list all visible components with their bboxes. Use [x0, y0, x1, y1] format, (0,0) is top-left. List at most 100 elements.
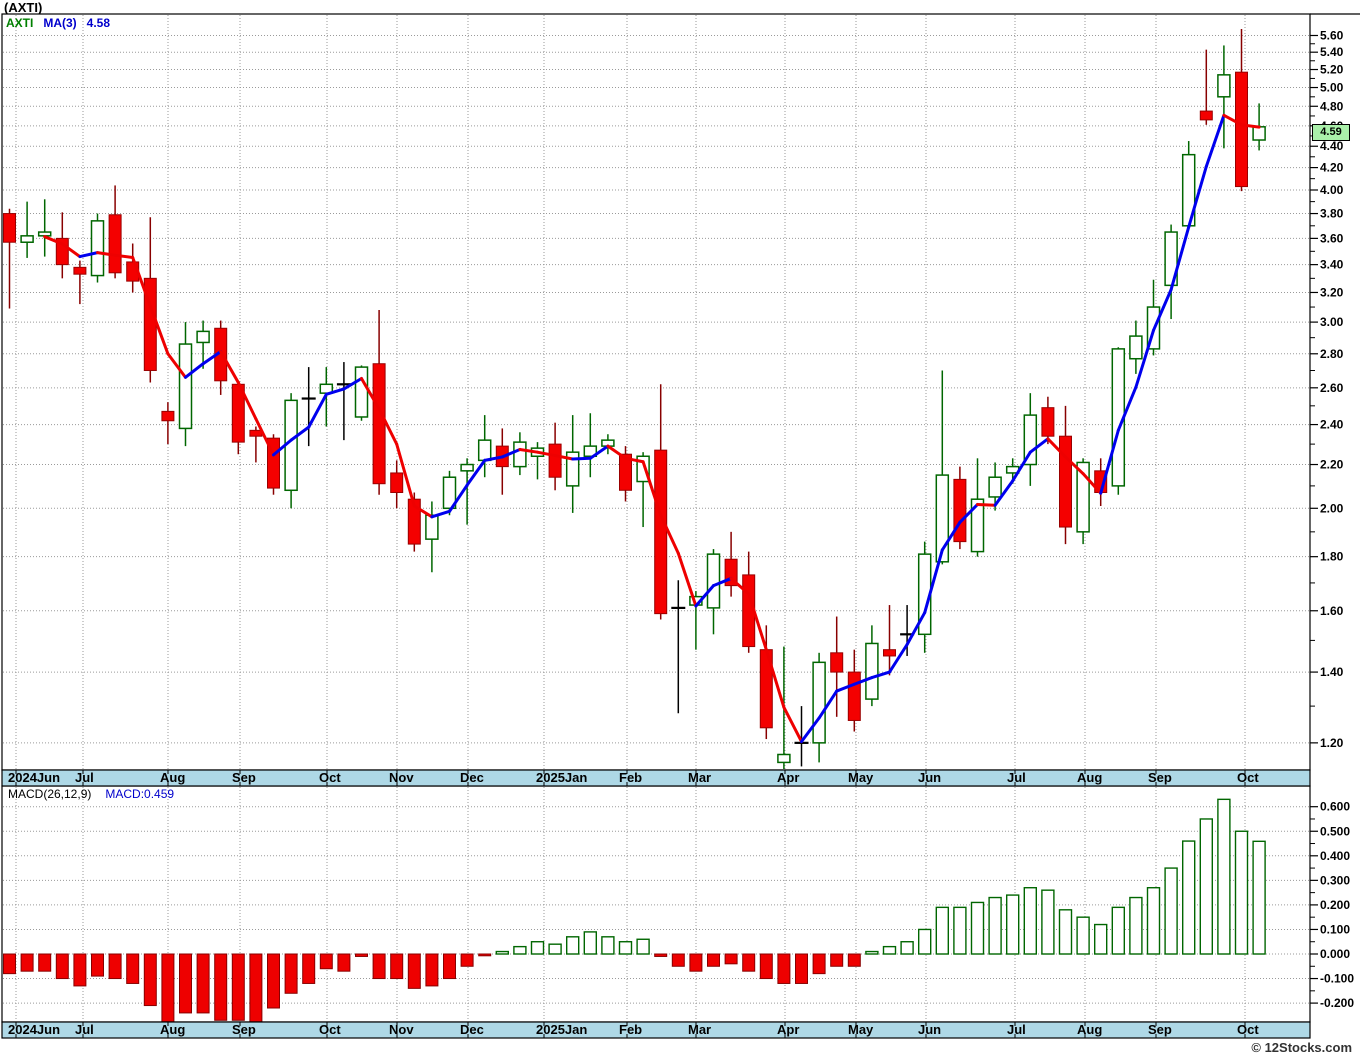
month-label: Apr	[777, 770, 799, 785]
month-label: May	[848, 770, 874, 785]
macd-bar-negative	[267, 953, 280, 1009]
candle-body-down	[390, 472, 404, 493]
macd-bar-positive	[1199, 818, 1214, 955]
macd-bar-negative	[231, 953, 245, 1021]
candle-body-up	[935, 474, 950, 563]
macd-bar-positive	[513, 945, 527, 955]
month-label: Mar	[688, 770, 711, 785]
ma3-segment	[1152, 288, 1173, 332]
candle-body-up	[1217, 74, 1231, 98]
macd-bar-negative	[355, 953, 368, 957]
ma3-segment	[624, 456, 645, 464]
candle-body-up	[812, 661, 826, 744]
price-tick-label: 2.60	[1320, 381, 1344, 395]
month-label: Jul	[75, 770, 94, 785]
month-label: Oct	[319, 770, 341, 785]
month-label: Oct	[319, 1022, 341, 1037]
ma-value: 4.58	[86, 16, 111, 30]
price-tick-label: 5.00	[1320, 81, 1344, 95]
macd-bar-positive	[1111, 906, 1126, 955]
month-label: Sep	[232, 1022, 256, 1037]
candle-body-up	[513, 441, 527, 468]
macd-bar-positive	[601, 936, 615, 955]
ma3-segment	[465, 458, 487, 487]
month-label: Dec	[460, 1022, 484, 1037]
month-strip-lower	[1, 1021, 1311, 1039]
macd-tick-label: 0.500	[1320, 824, 1350, 838]
candle-body-up	[1023, 414, 1038, 466]
macd-bar-positive	[935, 906, 949, 955]
ma3-segment	[184, 362, 205, 379]
macd-bar-positive	[865, 950, 879, 955]
ma3-segment	[166, 352, 187, 379]
macd-bar-negative	[777, 953, 791, 984]
price-tick-label: 3.60	[1320, 231, 1344, 245]
macd-bar-negative	[91, 953, 104, 977]
month-label: Jun	[918, 770, 941, 785]
macd-bar-negative	[759, 953, 773, 980]
macd-bar-positive	[900, 941, 914, 955]
month-label: Apr	[777, 1022, 799, 1037]
ma3-segment	[764, 648, 786, 709]
macd-bar-negative	[460, 953, 474, 967]
ma3-segment	[817, 689, 839, 720]
price-tick-label: 4.00	[1320, 183, 1344, 197]
price-tick-label: 4.20	[1320, 161, 1344, 175]
macd-tick-label: 0.300	[1320, 873, 1350, 887]
ma3-segment	[888, 642, 909, 674]
month-label: Sep	[1148, 770, 1172, 785]
month-label: Oct	[1237, 770, 1259, 785]
candle-body-up	[20, 235, 34, 243]
candle-body-down	[548, 443, 562, 478]
macd-bar-negative	[689, 953, 703, 972]
candle-body-up	[477, 439, 492, 462]
ma3-segment	[606, 444, 627, 460]
ma3-segment	[1028, 437, 1050, 454]
ma3-segment	[1011, 450, 1032, 483]
price-tick-label: 3.20	[1320, 285, 1344, 299]
macd-bar-negative	[847, 953, 861, 967]
candle-body-up	[1076, 461, 1090, 533]
ma3-segment	[1064, 455, 1085, 476]
macd-bar-positive	[1181, 840, 1196, 955]
ma3-segment	[395, 442, 416, 508]
macd-bar-positive	[988, 896, 1002, 955]
macd-bar-negative	[707, 953, 720, 967]
ma3-segment	[536, 450, 557, 458]
macd-bar-negative	[390, 953, 404, 980]
candle-body-down	[249, 429, 263, 437]
ma3-segment	[852, 676, 874, 686]
macd-params-label: MACD(26,12,9)	[8, 787, 92, 801]
ma3-segment	[448, 483, 469, 513]
candle-body-down	[1041, 407, 1055, 437]
ma3-segment	[324, 387, 346, 396]
price-tick-label: 2.20	[1320, 458, 1344, 472]
macd-bar-negative	[724, 953, 738, 965]
macd-bar-positive	[548, 943, 562, 955]
month-label: Aug	[1077, 1022, 1102, 1037]
ma3-segment	[1116, 385, 1138, 432]
ma3-segment	[659, 513, 680, 555]
macd-bar-positive	[918, 928, 932, 955]
macd-bar-negative	[161, 953, 175, 1026]
candle-body-down	[372, 363, 386, 485]
ma3-segment	[1134, 328, 1155, 389]
macd-bar-negative	[407, 953, 421, 989]
price-panel-legend: AXTI MA(3) 4.58	[6, 16, 110, 30]
price-tick-label: 4.40	[1320, 139, 1344, 153]
macd-tick-label: 0.000	[1320, 947, 1350, 961]
month-label: Mar	[688, 1022, 711, 1037]
candle-body-up	[425, 514, 439, 540]
macd-bar-negative	[671, 953, 685, 967]
ma3-segment	[958, 502, 979, 524]
macd-tick-label: 0.400	[1320, 849, 1350, 863]
macd-bar-negative	[302, 953, 316, 984]
month-label: May	[848, 1022, 874, 1037]
macd-bar-negative	[742, 953, 756, 972]
macd-bar-positive	[1129, 896, 1143, 955]
month-label: Aug	[160, 770, 185, 785]
candle-body-down	[73, 266, 87, 275]
ma3-segment	[676, 551, 698, 608]
ma3-segment	[113, 253, 135, 259]
